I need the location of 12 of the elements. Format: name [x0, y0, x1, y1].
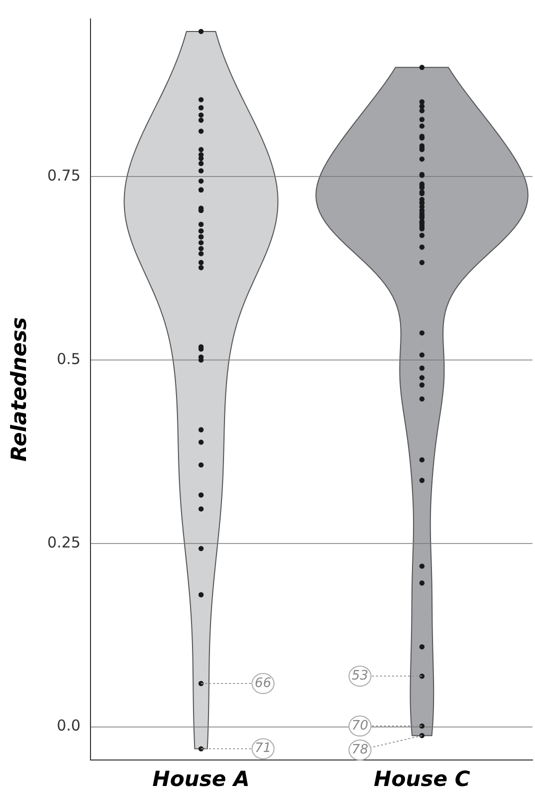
y-tick-label: 0.5	[56, 350, 81, 368]
annotation: 70	[352, 718, 368, 734]
y-axis-title: Relatedness	[7, 317, 32, 462]
x-tick-label: House A	[152, 766, 250, 791]
y-tick-label: 0.0	[56, 716, 81, 735]
y-tick-label: 0.25	[47, 533, 81, 552]
annotation: 78	[352, 742, 368, 758]
annotation: 71	[254, 741, 272, 756]
annotation: 53	[352, 668, 368, 684]
y-tick-label: 0.75	[47, 166, 81, 185]
annotation: 66	[254, 676, 272, 691]
x-tick-label: House C	[374, 766, 471, 791]
